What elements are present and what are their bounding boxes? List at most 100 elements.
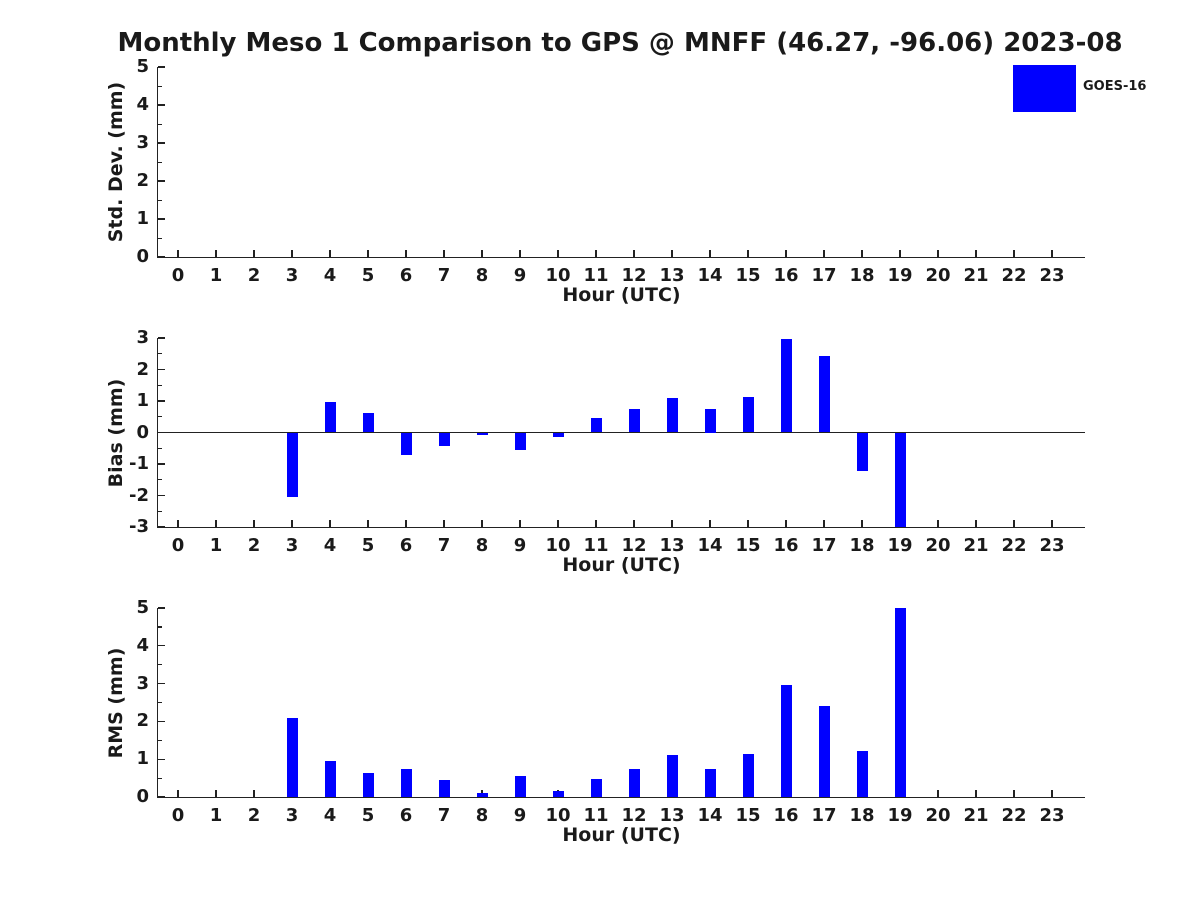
- y-tick-label: 1: [136, 748, 149, 770]
- x-tick: [975, 790, 977, 797]
- bar-hour-7: [438, 432, 450, 447]
- y-tick-label: 1: [136, 390, 149, 411]
- y-tick: [158, 463, 165, 465]
- x-tick: [443, 250, 445, 257]
- x-tick: [557, 520, 559, 527]
- x-tick-label: 11: [583, 535, 609, 556]
- x-tick: [481, 250, 483, 257]
- y-tick-label: 1: [136, 208, 149, 229]
- x-tick: [747, 520, 749, 527]
- y-minor-tick: [158, 702, 162, 704]
- x-tick: [329, 250, 331, 257]
- y-tick: [158, 180, 165, 182]
- x-tick: [405, 520, 407, 527]
- x-tick-label: 22: [1001, 265, 1027, 286]
- x-tick-label: 16: [773, 265, 799, 286]
- y-axis-label-rms: RMS (mm): [105, 647, 127, 758]
- x-tick-label: 3: [285, 535, 299, 556]
- y-tick: [158, 337, 165, 339]
- x-tick: [253, 250, 255, 257]
- x-tick: [177, 250, 179, 257]
- y-tick-label: 2: [136, 710, 149, 732]
- subplot-bias: Bias (mm) Hour (UTC) 0 1 2 3 4 5 6 7 8 9 10 11 12 13 1…: [105, 327, 1085, 575]
- x-tick-label: 8: [475, 805, 489, 826]
- x-tick: [443, 520, 445, 527]
- y-minor-tick: [158, 739, 162, 741]
- x-tick-label: 8: [475, 535, 489, 556]
- legend-label: GOES-16: [1083, 79, 1147, 94]
- x-tick-label: 6: [399, 265, 413, 286]
- x-tick-label: 14: [697, 265, 723, 286]
- x-tick-label: 0: [171, 535, 185, 556]
- x-tick-label: 10: [545, 265, 571, 286]
- y-tick-label: -2: [129, 484, 149, 506]
- x-tick-label: 20: [925, 805, 951, 826]
- y-tick-label: 0: [136, 246, 149, 267]
- x-tick: [1051, 790, 1053, 797]
- x-tick: [975, 520, 977, 527]
- x-tick: [291, 520, 293, 527]
- bar-hour-6: [400, 769, 412, 797]
- x-tick: [177, 520, 179, 527]
- x-tick-label: 23: [1039, 535, 1065, 556]
- x-tick-label: 22: [1001, 535, 1027, 556]
- y-minor-tick: [158, 353, 162, 355]
- x-tick-label: 9: [513, 535, 527, 556]
- y-tick: [158, 494, 165, 497]
- bar-hour-10: [552, 791, 564, 797]
- y-tick: [158, 256, 165, 258]
- x-axis-label-hour-utc: Hour (UTC): [562, 824, 681, 846]
- x-tick-label: 14: [697, 535, 723, 556]
- bar-hour-13: [666, 397, 678, 433]
- x-tick-label: 19: [887, 535, 913, 556]
- x-tick: [329, 520, 331, 527]
- x-tick: [899, 250, 901, 257]
- x-tick: [861, 520, 863, 527]
- x-tick-label: 21: [963, 265, 989, 286]
- x-tick-label: 15: [735, 535, 761, 556]
- x-tick-label: 17: [811, 535, 837, 556]
- x-tick: [861, 250, 863, 257]
- x-tick-label: 4: [323, 805, 337, 826]
- y-minor-tick: [158, 384, 162, 386]
- x-tick: [633, 520, 635, 527]
- y-tick: [158, 66, 165, 68]
- bar-hour-19: [894, 608, 906, 797]
- x-tick-label: 15: [735, 805, 761, 826]
- bar-hour-7: [438, 780, 450, 797]
- y-tick-label: 5: [136, 597, 149, 618]
- y-tick: [158, 683, 165, 685]
- y-tick: [158, 526, 165, 528]
- legend-swatch-goes-16: [1013, 65, 1076, 112]
- x-tick-label: 10: [545, 805, 571, 826]
- x-tick: [709, 250, 711, 257]
- y-minor-tick: [158, 510, 162, 512]
- y-minor-tick: [158, 123, 162, 125]
- x-tick: [557, 250, 559, 257]
- x-tick: [253, 520, 255, 527]
- bar-hour-19: [894, 432, 906, 527]
- x-tick: [1013, 520, 1015, 527]
- x-tick: [177, 790, 179, 797]
- bar-hour-8: [476, 793, 488, 797]
- chart-title: Monthly Meso 1 Comparison to GPS @ MNFF …: [117, 28, 1123, 58]
- y-tick: [158, 104, 165, 106]
- bar-hour-9: [514, 776, 526, 797]
- x-tick: [785, 520, 787, 527]
- x-tick-label: 12: [621, 535, 647, 556]
- x-tick-label: 11: [583, 805, 609, 826]
- y-tick: [158, 796, 165, 798]
- bar-hour-14: [704, 769, 716, 797]
- x-tick: [253, 790, 255, 797]
- x-tick-label: 18: [849, 805, 875, 826]
- x-tick-label: 9: [513, 805, 527, 826]
- bar-hour-17: [818, 705, 830, 797]
- bar-hour-12: [628, 768, 640, 797]
- y-tick-label: 3: [136, 132, 149, 153]
- bar-hour-13: [666, 755, 678, 797]
- y-tick-label: 0: [136, 421, 149, 443]
- y-minor-tick: [158, 447, 162, 449]
- x-tick-label: 18: [849, 265, 875, 286]
- x-tick: [671, 250, 673, 257]
